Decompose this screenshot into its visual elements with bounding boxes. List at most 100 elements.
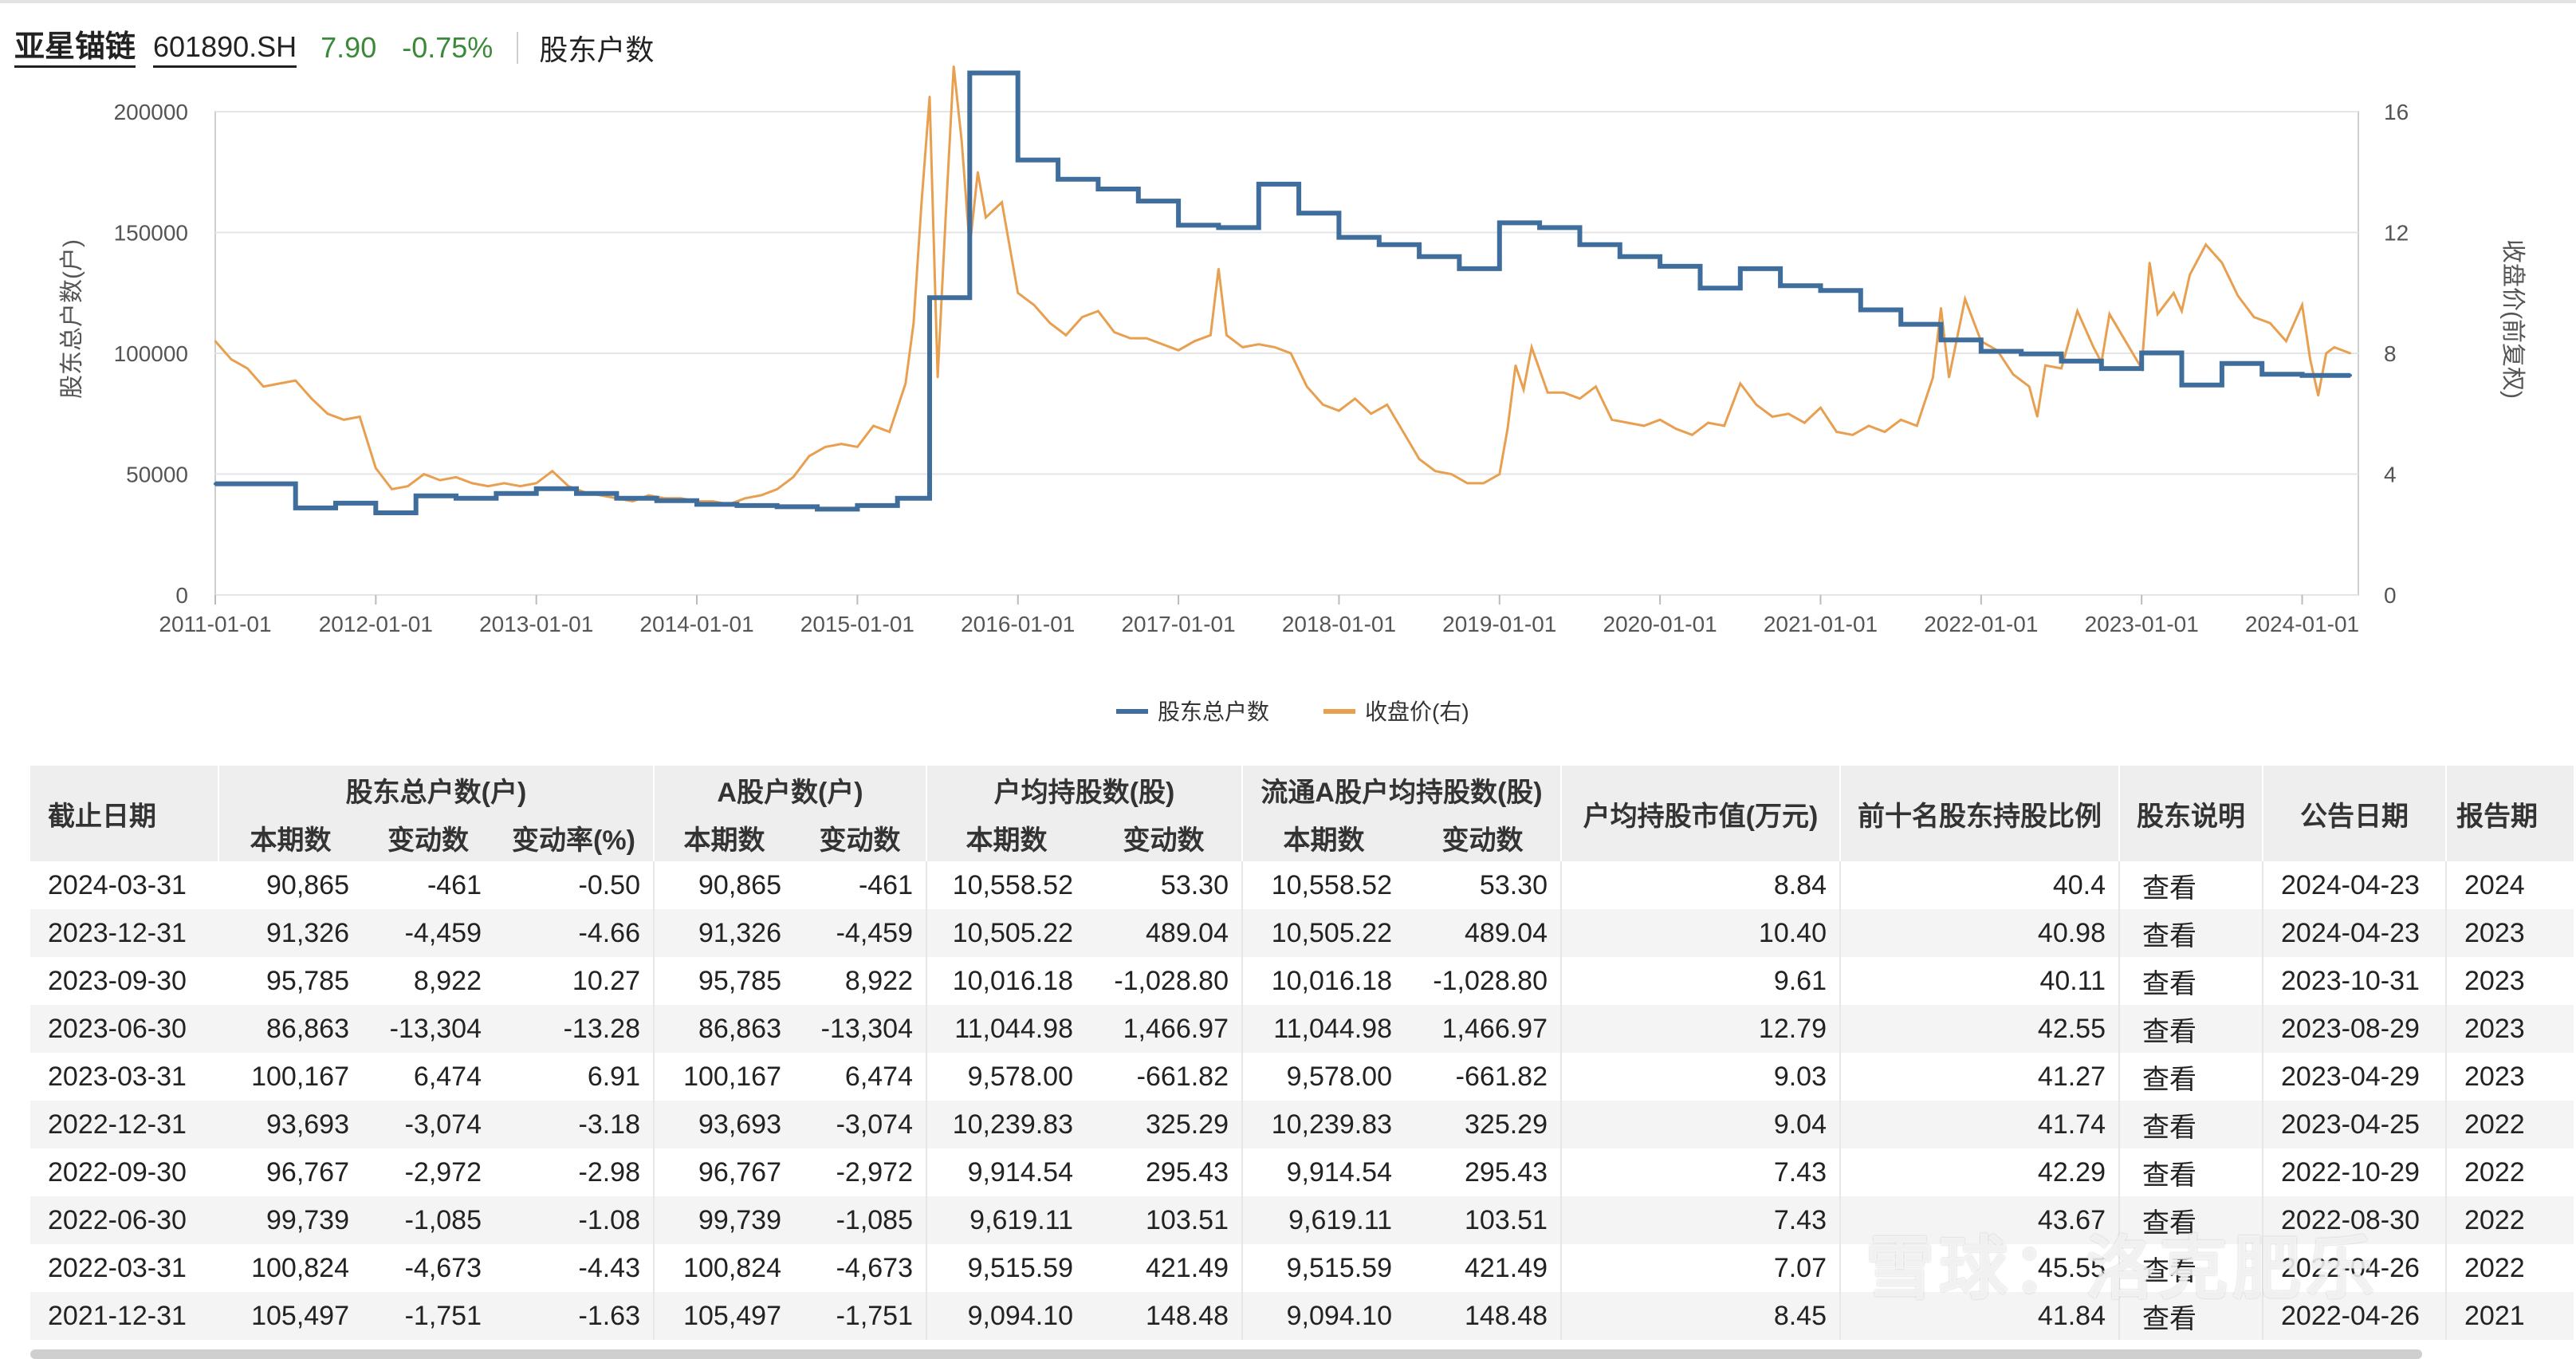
col-group-float-avg: 流通A股户均持股数(股) [1241,766,1561,813]
view-link[interactable]: 查看 [2118,1292,2263,1340]
table-cell: 489.04 [1405,909,1561,957]
table-cell: 100,824 [251,1252,349,1283]
price-point [944,216,947,219]
col-avg-change[interactable]: 变动数 [1086,813,1242,861]
holders-point [928,296,931,300]
col-a-change[interactable]: 变动数 [794,813,926,861]
col-holders-cur[interactable]: 本期数 [218,813,362,861]
price-point [2124,340,2127,343]
table-cell: 2023-04-29 [2262,1053,2446,1101]
view-link[interactable]: 查看 [2118,1148,2263,1196]
table-cell: 99,739 [653,1196,794,1244]
price-point [1209,334,1212,337]
table-cell: 86,863 [218,1005,362,1053]
x-tick-label: 2022-01-01 [1924,612,2038,636]
view-link[interactable]: 查看 [2118,1244,2263,1292]
price-point [1610,419,1613,421]
col-date[interactable]: 截止日期 [30,766,218,861]
table-cell: 2023 [2445,909,2574,957]
price-point [2028,385,2031,388]
col-avg-cur[interactable]: 本期数 [926,813,1086,861]
holders-point [2140,351,2144,355]
table-row[interactable]: 2024-03-31 90,865 -461 -0.50 90,865 -461 10,55… [30,861,2574,909]
table-row[interactable]: 2022-12-31 93,693 -3,074 -3.18 93,693 -3,074 1… [30,1101,2574,1148]
horizontal-scrollbar[interactable] [30,1349,2422,1359]
table-row[interactable]: 2022-06-30 99,739 -1,085 -1.08 99,739 -1,085 9… [30,1196,2574,1244]
table-row[interactable]: 2023-09-30 95,785 8,922 10.27 95,785 8,922 10,… [30,957,2574,1005]
price-point [1755,404,1758,406]
holders-point [2220,361,2224,365]
col-holders-change[interactable]: 变动数 [362,813,494,861]
table-cell: 2022-08-30 [2262,1196,2446,1244]
view-link[interactable]: 查看 [2118,1101,2263,1148]
table-cell: -1,085 [794,1196,926,1244]
col-avg-value[interactable]: 户均持股市值(万元) [1560,766,1840,861]
col-holders-rate[interactable]: 变动率(%) [494,813,654,861]
table-row[interactable]: 2023-06-30 86,863 -13,304 -13.28 86,863 -13,3… [30,1005,2574,1053]
price-point [1867,424,1870,427]
col-float-change[interactable]: 变动数 [1405,813,1561,861]
price-point [470,482,474,485]
holders-point [454,496,458,500]
table-cell: -4.66 [494,909,654,957]
table-cell: -0.50 [578,869,641,900]
view-link[interactable]: 查看 [2118,1053,2263,1101]
view-link[interactable]: 查看 [2118,957,2263,1005]
price-point [2252,316,2255,318]
price-point [1113,331,1115,333]
col-desc: 股东说明 [2118,766,2263,861]
table-cell: 90,865 [653,861,794,909]
col-announce[interactable]: 公告日期 [2262,766,2446,861]
table-row[interactable]: 2021-12-31 105,497 -1,751 -1.63 105,497 -1,75… [30,1292,2574,1340]
table-row[interactable]: 2023-12-31 91,326 -4,459 -4.66 91,326 -4,459 1… [30,909,2574,957]
price-point [1001,201,1003,203]
price-point [1546,392,1549,394]
table-cell: 2022-06-30 [30,1196,218,1244]
holders-point [735,503,739,507]
col-top10[interactable]: 前十名股东持股比例 [1839,766,2119,861]
table-cell: -1.08 [494,1196,654,1244]
price-point [2236,294,2240,297]
view-link[interactable]: 查看 [2118,1005,2263,1053]
price-point [1707,421,1709,424]
stock-name[interactable]: 亚星锚链 [14,29,136,68]
table-cell: 9,619.11 [926,1196,1086,1244]
view-link[interactable]: 查看 [2118,1196,2263,1244]
price-point [1932,376,1934,379]
holders-table-container[interactable]: 截止日期 股东总户数(户) A股户数(户) 户均持股数(股) 流通A股户均持股数… [30,766,2576,1359]
view-link[interactable]: 查看 [2118,909,2263,957]
holders-point [695,502,699,506]
legend-holders-label[interactable]: 股东总户数 [1158,699,1269,724]
table-cell: 9,578.00 [926,1053,1086,1101]
stock-code[interactable]: 601890.SH [153,29,297,68]
price-point [1048,321,1052,325]
price-point [230,358,233,360]
view-link[interactable]: 查看 [2118,861,2263,909]
stock-price: 7.90 [321,31,377,64]
table-row[interactable]: 2023-03-31 100,167 6,474 6.91 100,167 6,474 9,… [30,1053,2574,1101]
price-point [1418,458,1421,460]
price-point [407,485,409,487]
table-cell: 40.98 [1839,909,2119,957]
table-row[interactable]: 2022-09-30 96,767 -2,972 -2.98 96,767 -2,972 9… [30,1148,2574,1196]
col-float-cur[interactable]: 本期数 [1241,813,1405,861]
price-point [2181,309,2183,313]
table-cell: 2023-04-25 [2262,1101,2446,1148]
price-point [1563,392,1565,394]
col-a-cur[interactable]: 本期数 [653,813,794,861]
x-axis-ticks: 2011-01-01 2012-01-01 2013-01-01 2014-01-01… [159,595,2359,636]
table-cell: -4.43 [578,1252,641,1283]
table-cell: -461 [858,869,913,900]
table-cell: 45.55 [1839,1244,2119,1292]
table-cell: 9.04 [1560,1101,1840,1148]
legend-price-label[interactable]: 收盘价(右) [1365,699,1469,724]
table-cell: 96,767 [653,1148,794,1196]
table-row[interactable]: 2022-03-31 100,824 -4,673 -4.43 100,824 -4,67… [30,1244,2574,1292]
price-point [760,494,762,497]
table-cell: 10,239.83 [926,1101,1086,1148]
col-report[interactable]: 报告期 [2445,766,2574,861]
price-point [1675,427,1677,430]
holders-point [1618,254,1622,258]
price-point [2036,416,2039,418]
table-cell: 40.4 [1839,861,2119,909]
